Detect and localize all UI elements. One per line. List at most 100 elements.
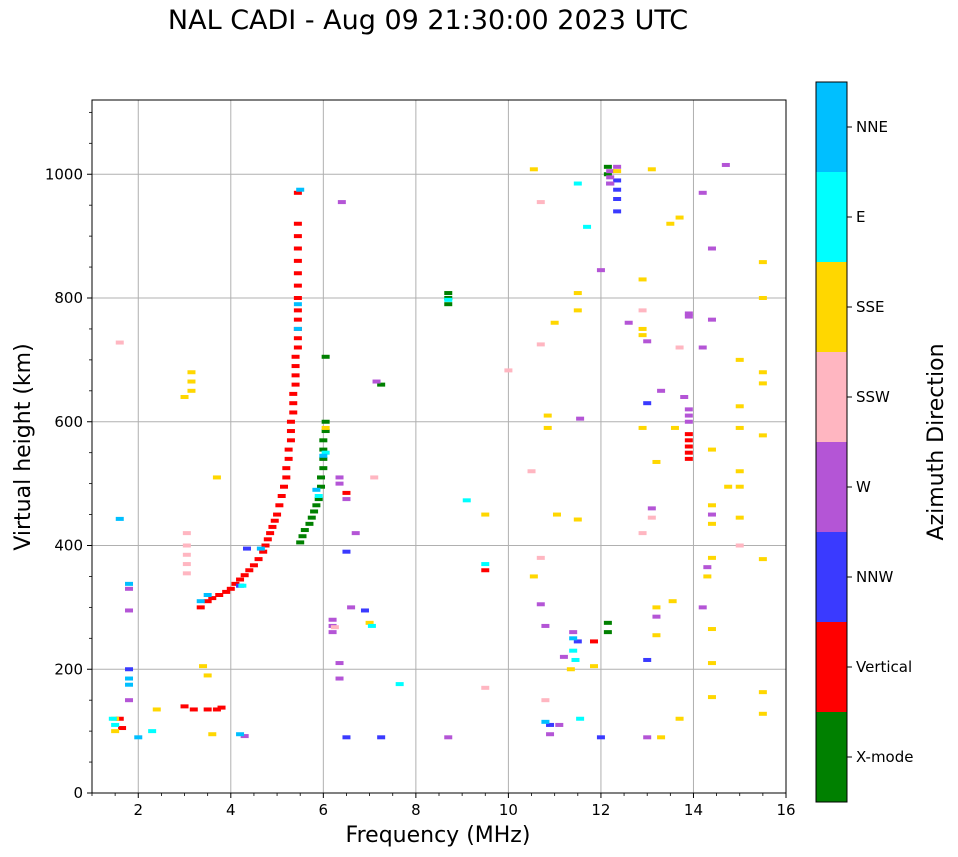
data-point xyxy=(240,734,249,739)
data-point xyxy=(680,395,689,399)
y-axis-label: Virtual height (km) xyxy=(11,343,36,550)
data-point xyxy=(289,410,298,415)
data-point xyxy=(377,382,386,387)
data-point xyxy=(111,722,120,727)
data-point xyxy=(444,297,453,302)
data-point xyxy=(296,187,305,192)
colorbar-segment xyxy=(816,82,847,172)
data-point xyxy=(543,413,552,418)
data-point xyxy=(647,515,656,520)
data-point xyxy=(724,484,733,489)
data-point xyxy=(125,608,134,613)
data-point xyxy=(735,543,744,548)
data-point xyxy=(589,639,598,644)
data-point xyxy=(321,419,330,424)
data-point xyxy=(293,258,302,263)
data-point xyxy=(215,593,224,597)
data-point xyxy=(263,537,272,542)
x-tick-label: 14 xyxy=(684,801,703,819)
data-point xyxy=(284,456,293,461)
data-point xyxy=(707,555,716,560)
data-point xyxy=(182,552,191,557)
data-point xyxy=(735,404,744,409)
data-point xyxy=(541,719,550,724)
y-tick-label: 800 xyxy=(54,289,83,307)
data-point xyxy=(613,169,622,174)
data-point xyxy=(293,336,302,341)
data-point xyxy=(125,682,134,687)
data-point xyxy=(571,657,580,662)
data-point xyxy=(293,246,302,251)
series-e xyxy=(108,181,592,734)
data-point xyxy=(541,623,550,628)
data-point xyxy=(684,314,693,319)
data-point xyxy=(254,557,263,562)
data-point xyxy=(569,636,578,641)
data-point xyxy=(293,326,302,331)
data-point xyxy=(603,620,612,625)
colorbar-segment xyxy=(816,262,847,352)
data-point xyxy=(293,308,302,313)
data-point xyxy=(293,221,302,226)
data-point xyxy=(735,484,744,489)
data-point xyxy=(282,466,291,471)
x-axis-label: Frequency (MHz) xyxy=(346,823,531,848)
series-nnw xyxy=(125,178,652,740)
data-point xyxy=(698,605,707,610)
x-tick-label: 10 xyxy=(499,801,518,819)
data-point xyxy=(504,368,513,373)
data-point xyxy=(372,379,381,384)
data-point xyxy=(291,354,300,359)
data-point xyxy=(203,673,212,678)
data-point xyxy=(242,546,251,551)
data-point xyxy=(291,373,300,378)
data-point xyxy=(319,447,328,452)
data-point xyxy=(735,469,744,474)
data-point xyxy=(236,732,245,737)
data-point xyxy=(328,617,337,622)
x-tick-label: 12 xyxy=(591,801,610,819)
data-point xyxy=(529,167,538,172)
data-point xyxy=(698,190,707,195)
data-point xyxy=(342,549,351,554)
data-point xyxy=(148,729,157,734)
data-point xyxy=(670,425,679,430)
data-point xyxy=(199,664,208,669)
data-point xyxy=(613,178,622,183)
data-point xyxy=(559,654,568,659)
series-x-mode xyxy=(296,164,612,635)
data-point xyxy=(286,419,295,424)
data-point xyxy=(310,509,319,514)
data-points xyxy=(108,162,767,740)
data-point xyxy=(111,729,120,734)
data-point xyxy=(758,381,767,386)
data-point xyxy=(606,181,615,186)
data-point xyxy=(596,268,605,273)
data-point xyxy=(647,167,656,172)
data-point xyxy=(657,735,666,740)
data-point xyxy=(208,596,217,601)
data-point xyxy=(684,407,693,412)
data-point xyxy=(541,698,550,703)
data-point xyxy=(707,512,716,517)
data-point xyxy=(212,707,221,712)
data-point xyxy=(289,391,298,396)
data-point xyxy=(638,425,647,430)
colorbar-segment xyxy=(816,172,847,262)
data-point xyxy=(684,456,693,461)
data-point xyxy=(370,475,379,480)
data-point xyxy=(277,494,286,498)
data-point xyxy=(638,308,647,313)
data-point xyxy=(261,543,270,548)
data-point xyxy=(444,291,453,296)
grid-lines xyxy=(92,100,786,793)
data-point xyxy=(298,534,307,539)
colorbar-tick-label: SSW xyxy=(856,388,890,406)
data-point xyxy=(312,503,321,508)
data-point xyxy=(573,181,582,186)
data-point xyxy=(707,627,716,632)
data-point xyxy=(527,469,536,474)
data-point xyxy=(684,311,693,316)
data-point xyxy=(293,190,302,195)
data-point xyxy=(134,735,143,740)
